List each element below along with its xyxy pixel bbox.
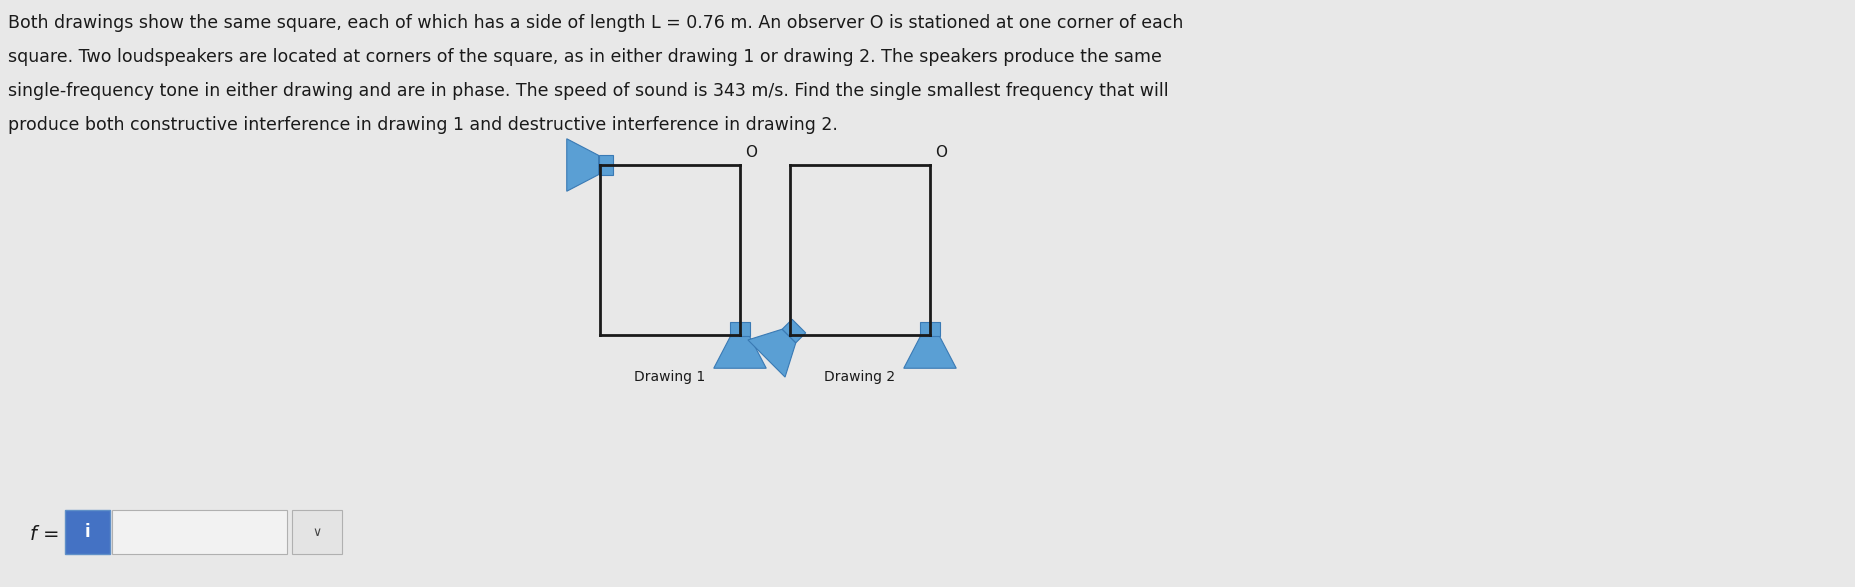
Polygon shape [903, 336, 955, 368]
Text: Drawing 1: Drawing 1 [634, 370, 705, 384]
Polygon shape [566, 139, 599, 191]
Bar [65, 510, 109, 554]
Text: produce both constructive interference in drawing 1 and destructive interference: produce both constructive interference i… [7, 116, 837, 134]
Bar [291, 510, 341, 554]
Text: ∨: ∨ [312, 525, 321, 538]
Text: i: i [85, 523, 91, 541]
Text: Both drawings show the same square, each of which has a side of length L = 0.76 : Both drawings show the same square, each… [7, 14, 1183, 32]
Polygon shape [781, 319, 805, 343]
Text: Drawing 2: Drawing 2 [824, 370, 896, 384]
Text: O: O [744, 145, 757, 160]
Polygon shape [599, 156, 612, 174]
Text: single-frequency tone in either drawing and are in phase. The speed of sound is : single-frequency tone in either drawing … [7, 82, 1169, 100]
Text: O: O [935, 145, 946, 160]
Polygon shape [920, 322, 939, 336]
Polygon shape [748, 329, 796, 377]
Polygon shape [731, 322, 749, 336]
Text: f =: f = [30, 525, 59, 545]
Bar [111, 510, 288, 554]
Polygon shape [714, 336, 766, 368]
Text: square. Two loudspeakers are located at corners of the square, as in either draw: square. Two loudspeakers are located at … [7, 48, 1161, 66]
